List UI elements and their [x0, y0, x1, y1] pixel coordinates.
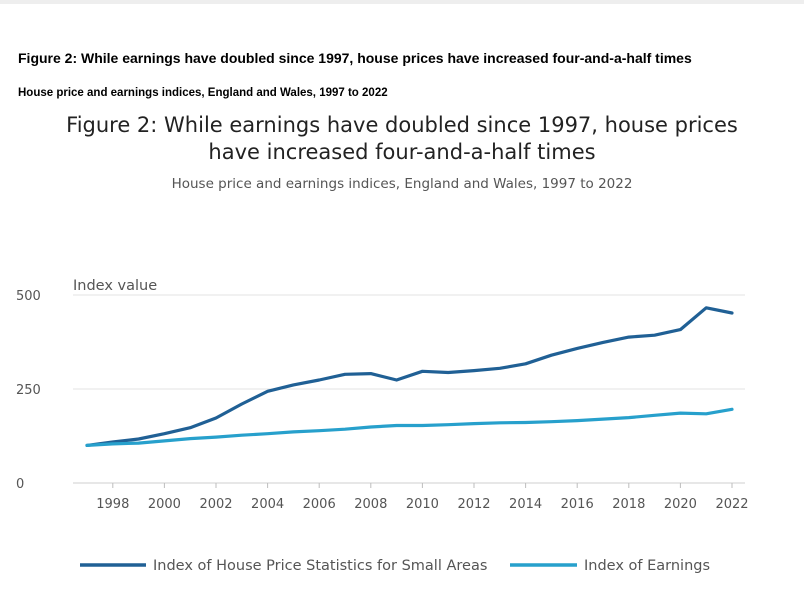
x-axis-ticks: 1998 2000 2002 2004 2006 2008 2010 2012 2014 2016…: [96, 483, 749, 512]
chart-title-line-2: have increased four-and-a-half times: [208, 140, 596, 164]
figure-title: Figure 2: While earnings have doubled si…: [18, 50, 692, 66]
x-tick-label: 2008: [354, 497, 387, 512]
chart-subtitle: House price and earnings indices, Englan…: [171, 176, 633, 192]
x-tick-label: 2002: [199, 497, 232, 512]
series-lines: [85, 306, 734, 447]
x-tick-label: 1998: [96, 497, 129, 512]
series-line-2: [85, 407, 734, 447]
y-tick-label: 500: [16, 289, 41, 304]
x-tick-label: 2004: [251, 497, 284, 512]
legend-label-1: Index of House Price Statistics for Smal…: [153, 558, 487, 574]
x-tick-label: 2018: [612, 497, 645, 512]
chart-title-line-1: Figure 2: While earnings have doubled si…: [66, 113, 738, 137]
y-tick-label: 250: [16, 383, 41, 398]
x-tick-label: 2022: [715, 497, 748, 512]
y-axis-label: Index value: [73, 278, 157, 294]
x-tick-label: 2014: [509, 497, 542, 512]
y-tick-label: 0: [16, 477, 24, 492]
gridlines: [73, 294, 745, 484]
x-tick-label: 2010: [406, 497, 439, 512]
legend-label-2: Index of Earnings: [584, 558, 710, 574]
series-line-1: [85, 306, 734, 447]
top-border: [0, 0, 804, 4]
x-tick-label: 2006: [303, 497, 336, 512]
legend: Index of House Price Statistics for Smal…: [80, 558, 710, 574]
y-axis-ticks: 0 250 500: [16, 289, 41, 492]
figure-subtitle: House price and earnings indices, Englan…: [18, 87, 388, 99]
x-tick-label: 2020: [664, 497, 697, 512]
x-tick-label: 2000: [148, 497, 181, 512]
chart-title: Figure 2: While earnings have doubled si…: [0, 112, 804, 166]
x-tick-label: 2012: [457, 497, 490, 512]
x-tick-label: 2016: [561, 497, 594, 512]
